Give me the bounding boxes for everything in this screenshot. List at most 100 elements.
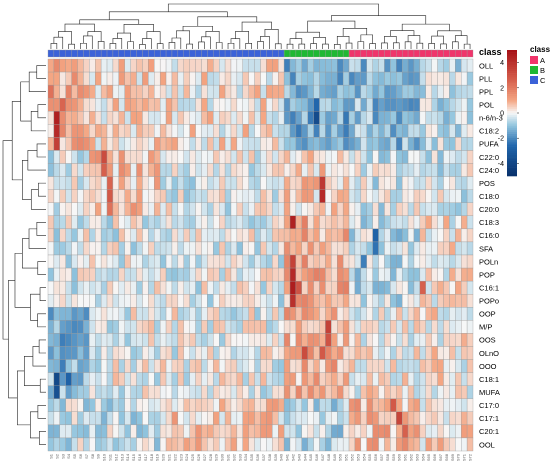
heatmap-cell <box>95 189 102 203</box>
heatmap-cell <box>360 320 367 334</box>
class-cell <box>378 49 385 58</box>
heatmap-cell <box>189 150 196 164</box>
heatmap-cell <box>360 437 367 452</box>
heatmap-cell <box>360 241 367 256</box>
heatmap-cell <box>65 84 72 99</box>
heatmap-cell <box>65 163 72 177</box>
heatmap-cell <box>425 254 432 269</box>
heatmap-cell <box>272 307 279 321</box>
heatmap-cell <box>461 163 468 177</box>
class-cell <box>201 49 208 58</box>
color-scale-step <box>507 56 517 59</box>
heatmap-cell <box>53 137 60 151</box>
heatmap-cell <box>449 359 456 373</box>
heatmap-cell <box>118 71 125 86</box>
heatmap-cell <box>83 189 90 203</box>
heatmap-cell <box>307 111 314 125</box>
heatmap-cell <box>183 215 190 230</box>
heatmap-cell <box>124 137 131 151</box>
heatmap-cell <box>130 84 137 99</box>
heatmap-cell <box>425 385 432 399</box>
column-label: S53 <box>355 453 360 461</box>
heatmap-cell <box>230 58 238 73</box>
heatmap-cell <box>65 294 72 308</box>
heatmap-cell <box>301 189 308 203</box>
heatmap-cell <box>366 424 373 439</box>
heatmap-cell <box>283 372 291 386</box>
heatmap-cell <box>189 280 196 295</box>
heatmap-cell <box>59 254 66 269</box>
heatmap-cell <box>65 58 72 73</box>
heatmap-cell <box>325 228 332 243</box>
heatmap-cell <box>112 58 120 73</box>
heatmap-cell <box>183 333 190 347</box>
heatmap-cell <box>159 98 167 112</box>
heatmap-cell <box>59 294 66 308</box>
heatmap-cell <box>313 137 320 151</box>
heatmap-cell <box>431 307 438 321</box>
heatmap-cell <box>106 98 114 112</box>
heatmap-cell <box>124 424 131 439</box>
heatmap-cell <box>278 137 285 151</box>
heatmap-cell <box>301 346 308 360</box>
legend-label-b: B <box>540 66 545 75</box>
heatmap-cell <box>301 385 308 399</box>
heatmap-cell <box>266 411 273 426</box>
heatmap-cell <box>159 124 167 138</box>
heatmap-cell <box>154 137 161 151</box>
dendrogram-branch <box>310 43 317 49</box>
heatmap-cell <box>295 267 302 282</box>
heatmap-cell <box>401 241 409 256</box>
heatmap-cell <box>95 124 102 138</box>
class-cell <box>313 49 320 58</box>
dendrogram-branch <box>156 43 164 49</box>
class-annotation-label: class <box>479 47 502 57</box>
heatmap-cell <box>183 280 190 295</box>
heatmap-cell <box>89 202 96 216</box>
row-label: PUFA <box>479 140 499 149</box>
heatmap-cell <box>254 280 261 295</box>
heatmap-cell <box>455 267 462 282</box>
color-scale-ticks: 420-2-4 <box>498 60 519 168</box>
heatmap-cell <box>224 124 232 138</box>
heatmap-cell <box>248 359 255 373</box>
heatmap-cell <box>83 98 90 112</box>
heatmap-cell <box>106 215 114 230</box>
heatmap-cell <box>59 385 66 399</box>
heatmap-cell <box>118 163 125 177</box>
heatmap-cell <box>342 150 350 164</box>
heatmap-cell <box>189 228 196 243</box>
heatmap-cell <box>248 411 255 426</box>
row-label: C20:1 <box>479 427 499 436</box>
heatmap-cell <box>165 320 173 334</box>
heatmap-cell <box>189 124 196 138</box>
heatmap-cell <box>195 294 202 308</box>
heatmap-cell <box>325 71 332 86</box>
heatmap-cell <box>295 320 302 334</box>
heatmap-cell <box>130 189 137 203</box>
heatmap-cell <box>366 411 373 426</box>
heatmap-cell <box>372 346 379 360</box>
heatmap-cell <box>130 215 137 230</box>
heatmap-cell <box>272 163 279 177</box>
heatmap-cell <box>100 111 108 125</box>
heatmap-cell <box>301 411 308 426</box>
heatmap-cell <box>136 111 143 125</box>
color-scale-step <box>507 96 517 99</box>
heatmap-cell <box>236 124 243 138</box>
heatmap-cell <box>419 241 426 256</box>
heatmap-cell <box>171 398 179 412</box>
heatmap-cell <box>449 411 456 426</box>
heatmap-cell <box>348 71 356 86</box>
heatmap-cell <box>213 254 220 269</box>
heatmap-cell <box>407 437 415 452</box>
heatmap-cell <box>295 254 302 269</box>
heatmap-cell <box>272 202 279 216</box>
heatmap-cell <box>283 228 291 243</box>
heatmap-cell <box>136 58 143 73</box>
column-label: S58 <box>385 453 390 461</box>
heatmap-cell <box>443 124 450 138</box>
heatmap-cell <box>449 228 456 243</box>
heatmap-cell <box>177 58 184 73</box>
heatmap-cell <box>466 137 474 151</box>
